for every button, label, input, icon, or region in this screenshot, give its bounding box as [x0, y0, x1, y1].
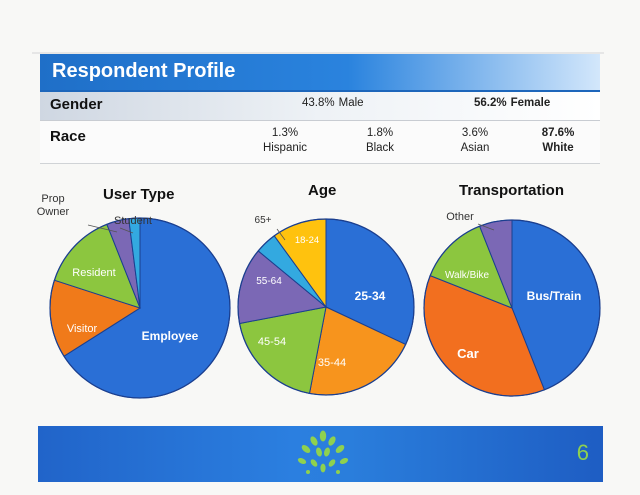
chart-title-user-type: User Type	[103, 186, 175, 203]
slice-label-car: Car	[457, 346, 479, 361]
male-pct: 43.8%	[302, 97, 335, 109]
race-black: 1.8% Black	[340, 126, 420, 156]
race-hispanic: 1.3% Hispanic	[245, 126, 325, 156]
slice-label-55-64: 55-64	[256, 276, 282, 287]
pie-transportation: Bus/Train Car Walk/Bike Other	[423, 211, 601, 397]
slice-label-employee: Employee	[142, 329, 199, 343]
slice-label-bus-train: Bus/Train	[527, 289, 582, 303]
footer-bar: 6	[38, 426, 603, 482]
race-value: 3.6%	[461, 127, 489, 139]
race-name: White	[542, 142, 574, 154]
chart-title-age: Age	[308, 182, 337, 199]
slice-label-resident: Resident	[72, 267, 115, 279]
pie-age: 25-34 35-44 45-54 55-64 65+ 18-24	[237, 215, 415, 396]
slice-label-other: Other	[446, 211, 474, 223]
female-label: Female	[510, 97, 551, 109]
page-number: 6	[576, 440, 589, 465]
pie-outline	[49, 217, 231, 399]
leader-line	[276, 228, 286, 241]
slice-label-65-: 65+	[255, 215, 272, 226]
gender-label: Gender	[50, 96, 103, 113]
slice-label-25-34: 25-34	[355, 289, 386, 303]
chart-title-transportation: Transportation	[459, 182, 565, 199]
gender-row: Gender 43.8% Male 56.2% Female	[40, 92, 600, 121]
slice-label-18-24: 18-24	[295, 235, 319, 246]
slice-label-45-54: 45-54	[258, 336, 286, 348]
gender-female: 56.2% Female	[474, 97, 550, 109]
female-pct: 56.2%	[474, 97, 507, 109]
leader-line	[87, 224, 118, 233]
page-title: Respondent Profile	[52, 60, 236, 82]
leader-line	[477, 223, 495, 231]
slice-label-prop-owner: Prop Owner	[37, 193, 70, 218]
slice-label-walk-bike: Walk/Bike	[445, 270, 490, 281]
race-name: Black	[365, 142, 395, 154]
slice-label-visitor: Visitor	[67, 323, 98, 335]
leaf-logo-icon	[297, 430, 349, 474]
race-row: Race 1.3% Hispanic 1.8% Black 3.6% Asian…	[40, 121, 600, 164]
gender-male: 43.8% Male	[302, 97, 364, 109]
leader-line	[119, 227, 134, 234]
top-divider	[32, 52, 604, 54]
race-name: Hispanic	[262, 142, 308, 154]
race-value: 1.3%	[271, 127, 299, 139]
pie-outline	[237, 218, 415, 396]
race-value: 87.6%	[541, 127, 575, 139]
male-label: Male	[338, 97, 364, 109]
slice-label-35-44: 35-44	[318, 357, 346, 369]
race-label: Race	[50, 128, 86, 145]
race-name: Asian	[460, 142, 490, 154]
race-white: 87.6% White	[518, 126, 598, 156]
race-asian: 3.6% Asian	[435, 126, 515, 156]
race-value: 1.8%	[366, 127, 394, 139]
slice-label-student: Student	[114, 215, 152, 227]
pie-user-type: Employee Visitor Resident Prop Owner Student	[37, 193, 231, 399]
pie-outline	[423, 219, 601, 397]
title-bar: Respondent Profile	[40, 54, 600, 93]
